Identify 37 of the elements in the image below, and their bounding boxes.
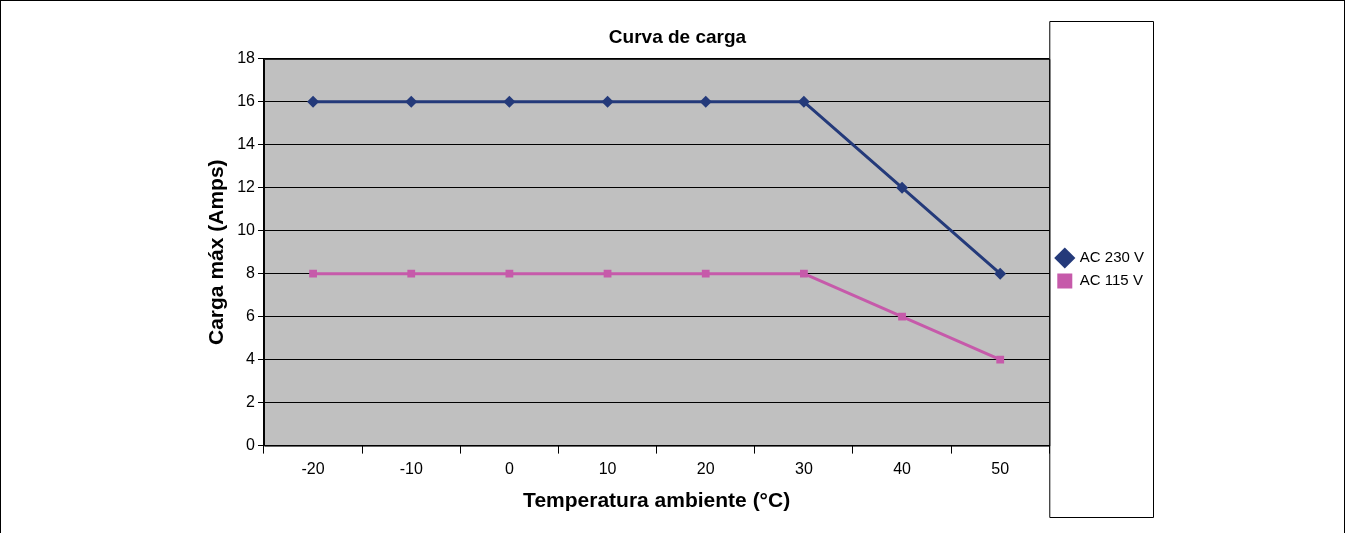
point — [701, 269, 710, 278]
point — [699, 95, 712, 108]
y-axis-title: Carga máx (Amps) — [204, 159, 228, 345]
y-tick-label: 12 — [237, 178, 256, 196]
legend-label: AC 230 V — [1079, 248, 1145, 266]
point — [896, 181, 909, 194]
point — [405, 95, 418, 108]
y-tick-label: 16 — [237, 92, 256, 110]
y-tick-label: 0 — [246, 436, 256, 454]
y-tick-label: 14 — [237, 135, 256, 153]
y-tick-label: 4 — [246, 350, 256, 368]
point — [994, 267, 1007, 280]
point — [505, 269, 514, 278]
x-tick-label: 10 — [598, 459, 617, 477]
x-tick-label: 0 — [504, 459, 514, 477]
x-axis-title: Temperatura ambiente (°C) — [523, 488, 791, 512]
point — [996, 355, 1005, 364]
y-tick-label: 10 — [237, 221, 256, 239]
chart-title: Curva de carga — [608, 25, 747, 47]
y-tick-label: 6 — [246, 307, 256, 325]
point — [800, 269, 808, 278]
point — [603, 269, 612, 278]
x-tick-label: -10 — [399, 459, 423, 477]
legend-label: AC 115 V — [1079, 271, 1143, 289]
point — [601, 95, 614, 108]
y-tick-label: 2 — [246, 393, 256, 411]
point — [407, 269, 416, 278]
x-tick-label: 40 — [893, 459, 912, 477]
x-tick-label: -20 — [301, 459, 325, 477]
y-tick-label: 8 — [246, 264, 256, 282]
x-tick-label: 50 — [991, 459, 1010, 477]
point — [503, 95, 516, 108]
point — [309, 269, 317, 278]
point — [898, 312, 906, 321]
x-tick-label: 30 — [794, 459, 813, 477]
y-tick-label: 18 — [237, 49, 256, 67]
x-tick-label: 20 — [696, 459, 715, 477]
